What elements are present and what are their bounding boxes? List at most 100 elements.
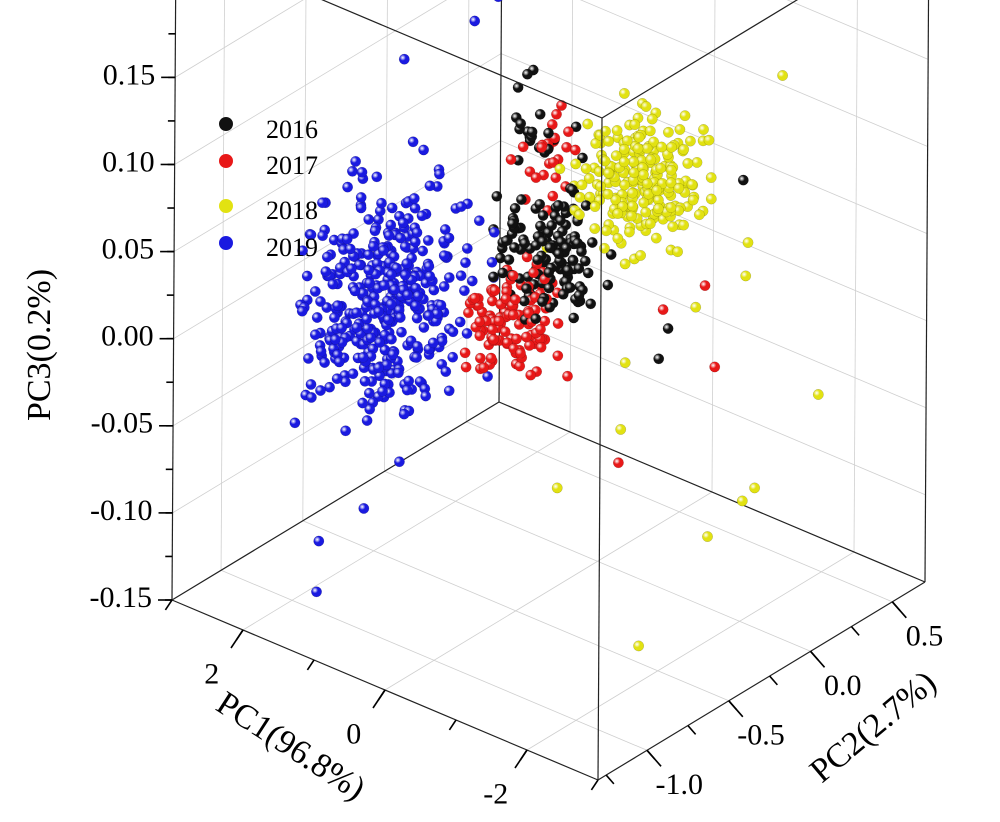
point-2019 <box>305 229 317 241</box>
point-2019 <box>493 0 503 3</box>
point-2019 <box>357 351 369 363</box>
point-2017 <box>562 126 574 138</box>
legend-label-2019: 2019 <box>266 233 318 262</box>
point-2016 <box>526 126 538 138</box>
point-2019 <box>398 53 410 65</box>
point-2018 <box>690 301 702 313</box>
point-2018 <box>619 179 631 191</box>
point-2019 <box>466 275 478 287</box>
point-2019 <box>424 180 436 192</box>
point-2019 <box>305 378 317 390</box>
grid-line <box>172 314 500 514</box>
point-2018 <box>589 223 601 235</box>
y-tick-label: -0.5 <box>737 718 785 751</box>
point-2016 <box>521 283 532 295</box>
point-2018 <box>600 125 611 137</box>
point-2017 <box>499 326 511 338</box>
z-tick-label: 0.20 <box>103 0 156 4</box>
point-2016 <box>605 249 617 260</box>
point-2018 <box>626 200 638 212</box>
point-2016 <box>536 296 548 308</box>
point-2018 <box>635 249 647 261</box>
point-2019 <box>345 263 357 275</box>
point-2019 <box>447 351 459 363</box>
point-2016 <box>491 190 503 202</box>
point-2019 <box>377 385 388 397</box>
grid-line <box>465 0 470 422</box>
point-2018 <box>640 101 652 112</box>
point-2017 <box>530 172 542 184</box>
point-2019 <box>361 415 373 426</box>
point-2019 <box>436 335 448 347</box>
point-2018 <box>638 169 649 181</box>
point-2016 <box>497 267 509 279</box>
point-2018 <box>551 482 563 494</box>
grid-line <box>174 0 304 78</box>
point-2018 <box>593 166 605 178</box>
point-2019 <box>387 348 399 360</box>
box-edge <box>924 0 930 583</box>
point-2018 <box>576 179 588 191</box>
point-2018 <box>684 135 696 147</box>
point-2018 <box>589 201 601 213</box>
point-2019 <box>461 327 473 339</box>
point-2019 <box>363 387 375 399</box>
point-2017 <box>569 144 581 156</box>
point-2019 <box>482 371 494 382</box>
y-tick-label: 0.0 <box>824 669 862 702</box>
point-2018 <box>629 119 641 131</box>
z-axis-label: PC3(0.2%) <box>21 269 58 421</box>
point-2019 <box>423 260 435 272</box>
point-2019 <box>382 314 394 326</box>
point-2017 <box>556 99 567 111</box>
x-tick-label: -2 <box>483 778 508 811</box>
point-2016 <box>573 289 585 301</box>
point-2019 <box>394 312 406 323</box>
point-2016 <box>500 235 512 247</box>
point-2018 <box>623 226 635 238</box>
point-2018 <box>633 131 645 143</box>
box-edge <box>321 0 603 119</box>
legend-marker-2016 <box>219 117 233 131</box>
box-edge <box>597 117 603 781</box>
point-2019 <box>350 155 362 167</box>
point-2019 <box>301 270 313 282</box>
point-2018 <box>619 357 631 369</box>
point-2018 <box>583 173 595 184</box>
point-2018 <box>641 178 653 190</box>
point-2016 <box>509 202 521 214</box>
point-2019 <box>396 326 407 338</box>
point-2019 <box>433 168 445 180</box>
point-2019 <box>373 362 384 374</box>
point-2017 <box>493 315 505 327</box>
point-2019 <box>408 192 420 204</box>
point-2019 <box>416 210 428 222</box>
point-2018 <box>662 126 674 138</box>
point-2019 <box>455 201 467 213</box>
point-2017 <box>551 108 562 120</box>
point-2016 <box>579 255 591 267</box>
point-2019 <box>357 397 369 409</box>
point-2019 <box>331 373 343 385</box>
point-2019 <box>469 15 481 27</box>
y-minor-tick <box>646 749 656 760</box>
point-2017 <box>547 156 559 168</box>
grid-line <box>220 0 225 571</box>
point-2016 <box>534 220 546 232</box>
point-2016 <box>560 242 572 254</box>
point-2016 <box>602 279 614 291</box>
point-2019 <box>438 250 450 262</box>
point-2016 <box>530 313 542 325</box>
point-2018 <box>618 156 630 168</box>
point-2018 <box>651 184 663 196</box>
point-2018 <box>691 156 703 168</box>
point-2018 <box>698 124 709 135</box>
point-2017 <box>474 316 486 328</box>
box-edge <box>597 581 926 781</box>
grid-line <box>220 569 648 751</box>
x-minor-tick <box>519 749 528 761</box>
point-2017 <box>515 347 526 359</box>
point-2019 <box>399 241 411 253</box>
point-2018 <box>610 194 622 206</box>
